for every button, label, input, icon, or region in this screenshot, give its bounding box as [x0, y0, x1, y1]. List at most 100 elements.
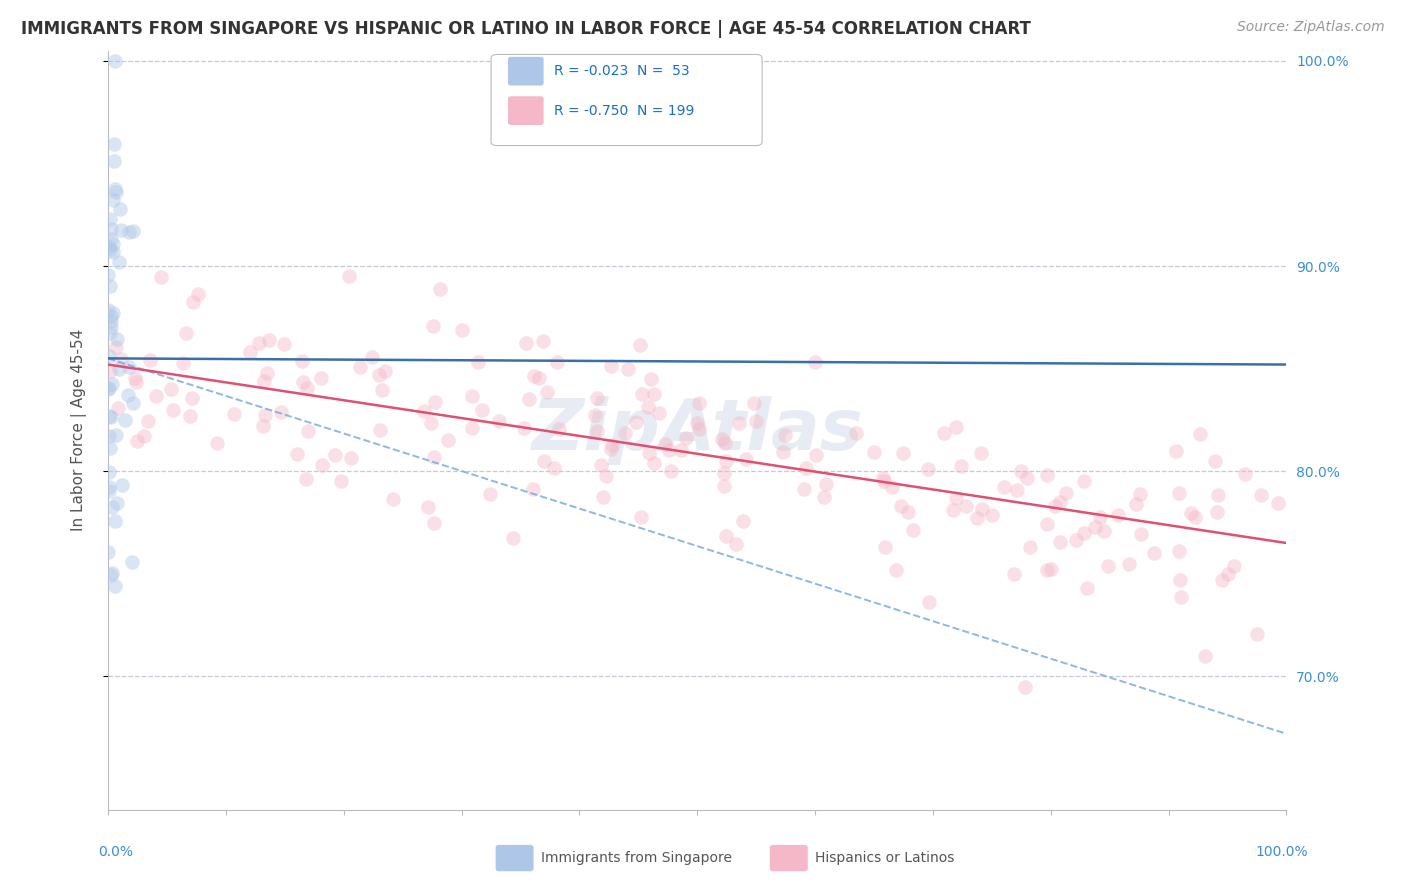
Point [981, 508, 1004, 522]
Point [371, 383, 394, 397]
Point [1188, 427, 1211, 442]
Point [1097, 558, 1119, 573]
Point [297, 381, 319, 395]
Point [872, 471, 894, 485]
Point [1211, 574, 1233, 588]
Point [253, 374, 276, 388]
Text: 100.0%: 100.0% [1256, 845, 1308, 859]
Point [461, 421, 484, 435]
Point [172, 356, 194, 370]
Point [600, 442, 623, 457]
Point [100, 410, 122, 425]
Point [451, 323, 474, 337]
Point [297, 424, 319, 438]
Point [97, 349, 120, 363]
FancyBboxPatch shape [491, 54, 762, 145]
Point [413, 404, 436, 418]
Point [1049, 535, 1071, 549]
Point [1130, 526, 1153, 541]
Point [1168, 485, 1191, 500]
Point [1014, 680, 1036, 694]
Point [239, 344, 262, 359]
Point [804, 448, 827, 462]
Point [100, 320, 122, 334]
Point [285, 447, 308, 461]
Point [517, 392, 540, 406]
Point [252, 418, 274, 433]
Point [181, 391, 204, 405]
Point [108, 202, 131, 216]
Point [599, 359, 621, 373]
Point [174, 326, 197, 340]
Point [1076, 581, 1098, 595]
Point [127, 434, 149, 449]
Point [105, 332, 128, 346]
Point [124, 371, 146, 385]
Point [1107, 508, 1129, 522]
Point [98, 240, 121, 254]
Point [329, 474, 352, 488]
Point [1010, 464, 1032, 478]
Point [713, 479, 735, 493]
Point [295, 472, 318, 486]
FancyBboxPatch shape [509, 57, 543, 85]
Point [107, 401, 129, 415]
Point [125, 375, 148, 389]
Point [917, 461, 939, 475]
Point [118, 225, 141, 239]
Point [1206, 488, 1229, 502]
Point [522, 482, 544, 496]
Point [744, 396, 766, 410]
Point [101, 376, 124, 391]
Point [97, 302, 120, 317]
Point [502, 531, 524, 545]
Point [1073, 475, 1095, 489]
Point [97, 268, 120, 282]
Point [1118, 557, 1140, 571]
Text: ZipAtlas: ZipAtlas [531, 396, 863, 465]
Point [339, 268, 361, 283]
Point [488, 414, 510, 428]
Point [259, 333, 281, 347]
Point [100, 314, 122, 328]
Point [949, 458, 972, 473]
Point [374, 364, 396, 378]
Point [873, 474, 896, 488]
Point [793, 483, 815, 497]
Point [98, 381, 121, 395]
Point [422, 318, 444, 333]
Point [110, 223, 132, 237]
Point [104, 182, 127, 196]
Point [595, 469, 617, 483]
Point [1204, 454, 1226, 468]
Point [98, 465, 121, 479]
Point [630, 386, 652, 401]
Point [775, 428, 797, 442]
Point [98, 211, 121, 226]
Point [675, 431, 697, 445]
Point [873, 540, 896, 554]
Point [1073, 525, 1095, 540]
Point [145, 389, 167, 403]
Point [309, 371, 332, 385]
Point [256, 366, 278, 380]
Point [110, 352, 132, 367]
Point [416, 500, 439, 515]
Point [98, 364, 121, 378]
Point [1250, 488, 1272, 502]
Point [893, 446, 915, 460]
Point [617, 362, 640, 376]
Text: IMMIGRANTS FROM SINGAPORE VS HISPANIC OR LATINO IN LABOR FORCE | AGE 45-54 CORRE: IMMIGRANTS FROM SINGAPORE VS HISPANIC OR… [21, 20, 1031, 37]
Point [886, 563, 908, 577]
Point [436, 434, 458, 448]
Point [972, 501, 994, 516]
Point [340, 451, 363, 466]
Point [97, 409, 120, 423]
Point [716, 529, 738, 543]
Point [589, 458, 612, 472]
Point [966, 511, 988, 525]
Point [1129, 487, 1152, 501]
Point [640, 372, 662, 386]
Point [101, 566, 124, 580]
Point [945, 419, 967, 434]
